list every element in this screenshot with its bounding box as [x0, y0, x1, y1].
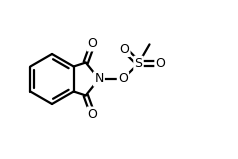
- Text: O: O: [118, 73, 128, 86]
- Text: O: O: [156, 57, 165, 70]
- Text: N: N: [94, 73, 104, 86]
- Text: O: O: [88, 37, 98, 50]
- Text: S: S: [134, 57, 143, 70]
- Text: O: O: [119, 43, 129, 56]
- Text: O: O: [88, 108, 98, 121]
